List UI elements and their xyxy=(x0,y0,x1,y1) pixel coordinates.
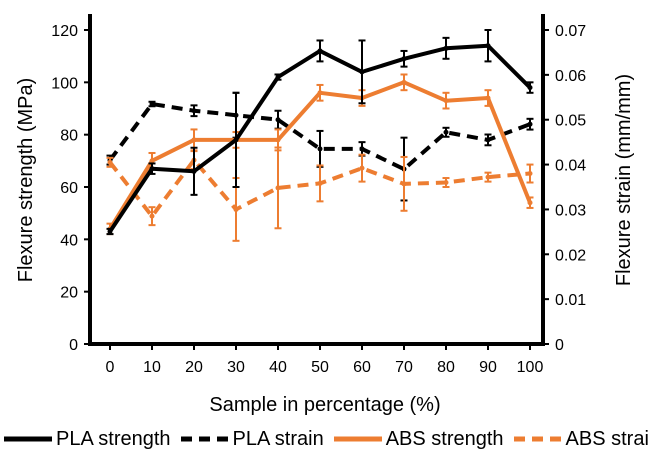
tick-labels: 02040608010012000.010.020.030.040.050.06… xyxy=(51,23,586,376)
data-point xyxy=(443,98,449,104)
x-tick-label: 80 xyxy=(437,359,455,376)
plot-area xyxy=(106,29,534,242)
data-point xyxy=(485,137,491,143)
legend-label-pla-strength: PLA strength xyxy=(56,427,171,450)
legend-swatch-pla-strength xyxy=(4,436,52,442)
data-point xyxy=(485,174,491,180)
legend-item-abs-strain: ABS strain xyxy=(513,427,648,451)
data-point xyxy=(359,146,365,152)
x-tick-label: 50 xyxy=(311,359,329,376)
data-point xyxy=(275,185,281,191)
data-point xyxy=(149,101,155,107)
data-point xyxy=(485,43,491,49)
x-tick-label: 0 xyxy=(106,359,115,376)
data-point xyxy=(233,137,239,143)
chart: 02040608010012000.010.020.030.040.050.06… xyxy=(15,14,635,416)
data-point xyxy=(107,228,113,234)
x-axis-title: Sample in percentage (%) xyxy=(209,394,440,416)
legend-item-abs-strength: ABS strength xyxy=(333,427,504,451)
y-tick-label: 40 xyxy=(60,232,78,249)
data-point xyxy=(359,69,365,75)
y2-tick-label: 0.05 xyxy=(555,113,586,130)
legend-item-pla-strength: PLA strength xyxy=(4,428,171,451)
data-point xyxy=(443,180,449,186)
legend-label-abs-strain: ABS strain xyxy=(565,427,648,450)
axes xyxy=(84,14,549,350)
series-pla-strength xyxy=(106,29,534,236)
x-tick-label: 100 xyxy=(517,359,544,376)
series-line-pla-strain xyxy=(108,102,531,172)
y-axis-title-right: Flexure strain (mm/mm) xyxy=(613,74,635,286)
legend-label-abs-strength: ABS strength xyxy=(385,427,504,450)
data-point xyxy=(527,171,533,177)
data-point xyxy=(149,213,155,219)
data-point xyxy=(527,200,533,206)
y-axis-title-left: Flexure strength (MPa) xyxy=(15,78,37,283)
y-tick-label: 80 xyxy=(60,128,78,145)
data-point xyxy=(191,137,197,143)
data-point xyxy=(317,180,323,186)
legend-swatch-abs-strength xyxy=(333,436,382,442)
y2-tick-label: 0.06 xyxy=(555,68,586,85)
y-tick-label: 0 xyxy=(69,337,78,354)
data-point xyxy=(443,129,449,135)
data-point xyxy=(401,181,407,187)
data-point xyxy=(527,121,533,127)
y2-tick-label: 0.03 xyxy=(555,202,586,219)
y-tick-label: 100 xyxy=(51,75,78,92)
legend: PLA strength PLA strain ABS strength ABS… xyxy=(4,424,648,454)
y-tick-label: 120 xyxy=(51,23,78,40)
y-tick-label: 60 xyxy=(60,180,78,197)
data-point xyxy=(401,56,407,62)
legend-item-pla-strain: PLA strain xyxy=(180,427,324,451)
x-tick-label: 60 xyxy=(353,359,371,376)
data-point xyxy=(485,95,491,101)
data-point xyxy=(149,166,155,172)
y2-tick-label: 0.02 xyxy=(555,247,586,264)
data-point xyxy=(107,159,113,165)
x-tick-label: 30 xyxy=(227,359,245,376)
data-point xyxy=(359,165,365,171)
data-point xyxy=(317,146,323,152)
data-point xyxy=(317,48,323,54)
y2-tick-label: 0.07 xyxy=(555,23,586,40)
series-abs-strain xyxy=(106,146,534,242)
y2-tick-label: 0 xyxy=(555,337,564,354)
data-point xyxy=(233,206,239,212)
x-tick-label: 90 xyxy=(479,359,497,376)
data-point xyxy=(527,85,533,91)
legend-swatch-abs-strain xyxy=(513,436,562,442)
y2-tick-label: 0.04 xyxy=(555,158,586,175)
x-tick-label: 10 xyxy=(143,359,161,376)
data-point xyxy=(317,90,323,96)
x-tick-label: 70 xyxy=(395,359,413,376)
data-point xyxy=(191,108,197,114)
data-point xyxy=(443,45,449,51)
x-tick-label: 20 xyxy=(185,359,203,376)
data-point xyxy=(401,79,407,85)
legend-label-pla-strain: PLA strain xyxy=(232,427,324,450)
data-point xyxy=(149,158,155,164)
data-point xyxy=(275,117,281,123)
y2-tick-label: 0.01 xyxy=(555,292,586,309)
data-point xyxy=(275,74,281,80)
legend-swatch-pla-strain xyxy=(180,436,229,442)
x-tick-label: 40 xyxy=(269,359,287,376)
data-point xyxy=(275,137,281,143)
y-tick-label: 20 xyxy=(60,285,78,302)
data-point xyxy=(191,168,197,174)
